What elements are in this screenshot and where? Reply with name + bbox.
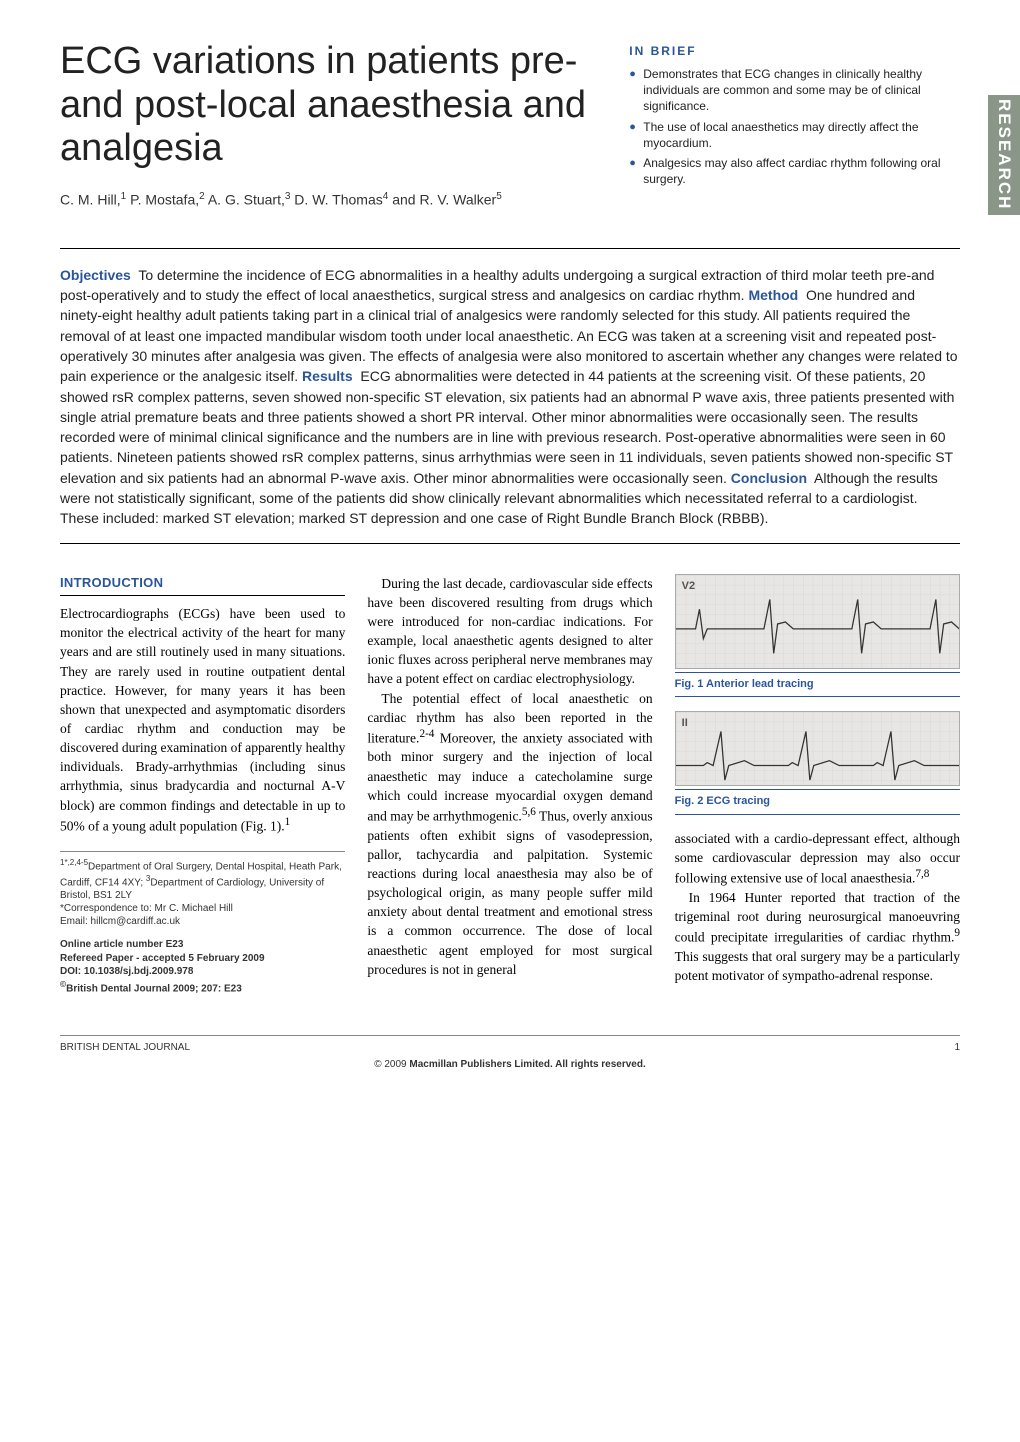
rule-top <box>60 248 960 249</box>
figure-1-caption: Fig. 1 Anterior lead tracing <box>675 672 960 698</box>
figure-1-image: V2 <box>675 574 960 669</box>
abstract-objectives: To determine the incidence of ECG abnorm… <box>60 267 934 303</box>
abstract-label-results: Results <box>302 368 353 384</box>
in-brief-block: IN BRIEF Demonstrates that ECG changes i… <box>629 40 960 208</box>
body-columns: INTRODUCTION Electrocardiographs (ECGs) … <box>60 574 960 996</box>
column-1: INTRODUCTION Electrocardiographs (ECGs) … <box>60 574 345 996</box>
article-meta: Online article number E23 Refereed Paper… <box>60 938 345 995</box>
footer-page-number: 1 <box>954 1042 960 1053</box>
col1-paragraph: Electrocardiographs (ECGs) have been use… <box>60 604 345 835</box>
section-heading-introduction: INTRODUCTION <box>60 574 345 596</box>
copyright: © 2009 Macmillan Publishers Limited. All… <box>60 1059 960 1070</box>
brief-item: Analgesics may also affect cardiac rhyth… <box>629 155 960 187</box>
figure-2-image: II <box>675 711 960 786</box>
column-2: During the last decade, cardiovascular s… <box>367 574 652 996</box>
col3-paragraph: associated with a cardio-depressant effe… <box>675 829 960 888</box>
article-title: ECG variations in patients pre- and post… <box>60 40 589 171</box>
figure-1: V2 Fig. 1 Anterior lead tracing <box>675 574 960 698</box>
side-tab-research: RESEARCH <box>988 95 1020 215</box>
meta-refereed: Refereed Paper - accepted 5 February 200… <box>60 952 345 966</box>
abstract: Objectives To determine the incidence of… <box>60 265 960 529</box>
col2-paragraph: During the last decade, cardiovascular s… <box>367 574 652 689</box>
footer-journal: BRITISH DENTAL JOURNAL <box>60 1042 190 1053</box>
brief-item: The use of local anaesthetics may direct… <box>629 119 960 151</box>
figure-2: II Fig. 2 ECG tracing <box>675 711 960 815</box>
meta-citation: ©British Dental Journal 2009; 207: E23 <box>60 979 345 996</box>
abstract-label-objectives: Objectives <box>60 267 131 283</box>
abstract-label-conclusion: Conclusion <box>731 470 807 486</box>
title-block: ECG variations in patients pre- and post… <box>60 40 589 208</box>
meta-article-number: Online article number E23 <box>60 938 345 952</box>
affiliations: 1*,2,4-5Department of Oral Surgery, Dent… <box>60 858 345 928</box>
meta-doi: DOI: 10.1038/sj.bdj.2009.978 <box>60 965 345 979</box>
header-area: ECG variations in patients pre- and post… <box>60 40 960 208</box>
figure-2-caption: Fig. 2 ECG tracing <box>675 789 960 815</box>
column-3: V2 Fig. 1 Anterior lead tracing II <box>675 574 960 996</box>
authors: C. M. Hill,1 P. Mostafa,2 A. G. Stuart,3… <box>60 191 589 208</box>
figure-1-lead-label: V2 <box>682 579 695 595</box>
page-footer: BRITISH DENTAL JOURNAL 1 <box>60 1035 960 1053</box>
in-brief-heading: IN BRIEF <box>629 44 960 58</box>
affil-divider <box>60 851 345 852</box>
col2-paragraph: The potential effect of local anaestheti… <box>367 689 652 979</box>
abstract-label-method: Method <box>748 287 798 303</box>
in-brief-list: Demonstrates that ECG changes in clinica… <box>629 66 960 187</box>
figure-2-lead-label: II <box>682 716 688 732</box>
brief-item: Demonstrates that ECG changes in clinica… <box>629 66 960 115</box>
rule-bottom <box>60 543 960 544</box>
col3-paragraph: In 1964 Hunter reported that traction of… <box>675 888 960 985</box>
abstract-results: ECG abnormalities were detected in 44 pa… <box>60 368 954 485</box>
